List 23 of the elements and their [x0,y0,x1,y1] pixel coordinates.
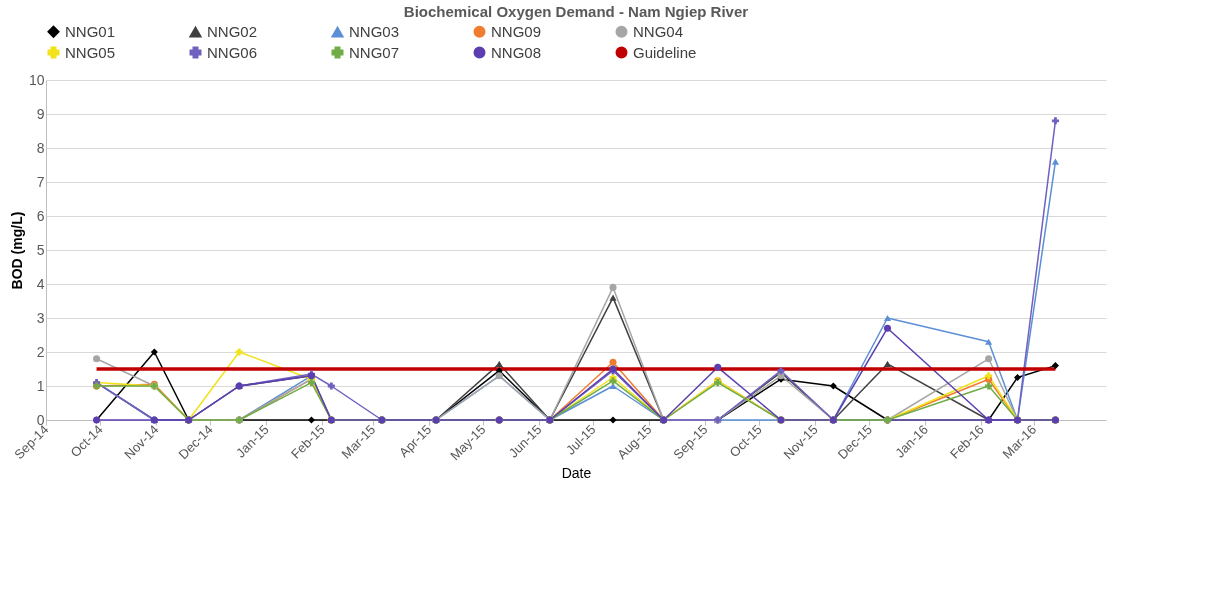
legend-label: NNG02 [207,23,258,41]
y-tick-label: 3 [36,309,45,326]
legend-label: NNG09 [491,22,542,40]
legend-label: NNG07 [349,43,400,61]
legend-label: NNG06 [207,43,258,61]
y-axis-title: BOD (mg/L) [8,211,25,290]
y-tick-label: 4 [36,275,45,292]
legend-label: NNG08 [491,43,542,61]
legend-label: NNG04 [633,22,684,40]
y-tick-label: 5 [36,241,45,258]
y-tick-label: 8 [36,139,45,156]
legend-label: NNG05 [65,43,116,61]
y-tick-label: 1 [36,377,45,394]
legend-label: NNG01 [65,22,116,40]
chart-title: Biochemical Oxygen Demand - Nam Ngiep River [403,3,749,20]
y-tick-label: 6 [36,207,45,224]
legend-label: Guideline [633,43,697,61]
y-tick-label: 7 [36,173,45,190]
y-tick-label: 10 [28,71,45,88]
y-tick-label: 9 [36,105,45,122]
legend-label: NNG03 [349,23,400,41]
y-tick-label: 2 [36,343,45,360]
x-axis-title: Date [561,465,592,482]
